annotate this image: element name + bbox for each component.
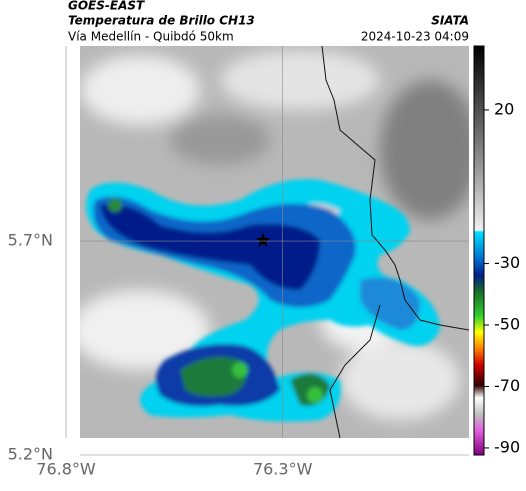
colorbar-label: 20 [494, 99, 514, 118]
colorbar-label: -90 [494, 437, 520, 456]
x-tick-label: 76.3°W [253, 460, 313, 479]
colorbar-label: -50 [494, 315, 520, 334]
title: Temperatura de Brillo CH13 [68, 14, 255, 28]
colorbar-label: -30 [494, 253, 520, 272]
subtitle: Vía Medellín - Quibdó 50km [68, 30, 234, 44]
location-marker [256, 233, 270, 247]
x-tick-label: 76.8°W [36, 460, 96, 479]
colorbar [473, 45, 485, 456]
timestamp: 2024-10-23 04:09 [361, 30, 469, 44]
imagery [80, 46, 469, 438]
colorbar-label: -70 [494, 376, 520, 395]
source: GOES-EAST [68, 0, 145, 13]
y-tick-label: 5.2°N [8, 445, 53, 464]
y-tick-label: 5.7°N [8, 231, 53, 250]
org: SIATA [431, 14, 469, 28]
